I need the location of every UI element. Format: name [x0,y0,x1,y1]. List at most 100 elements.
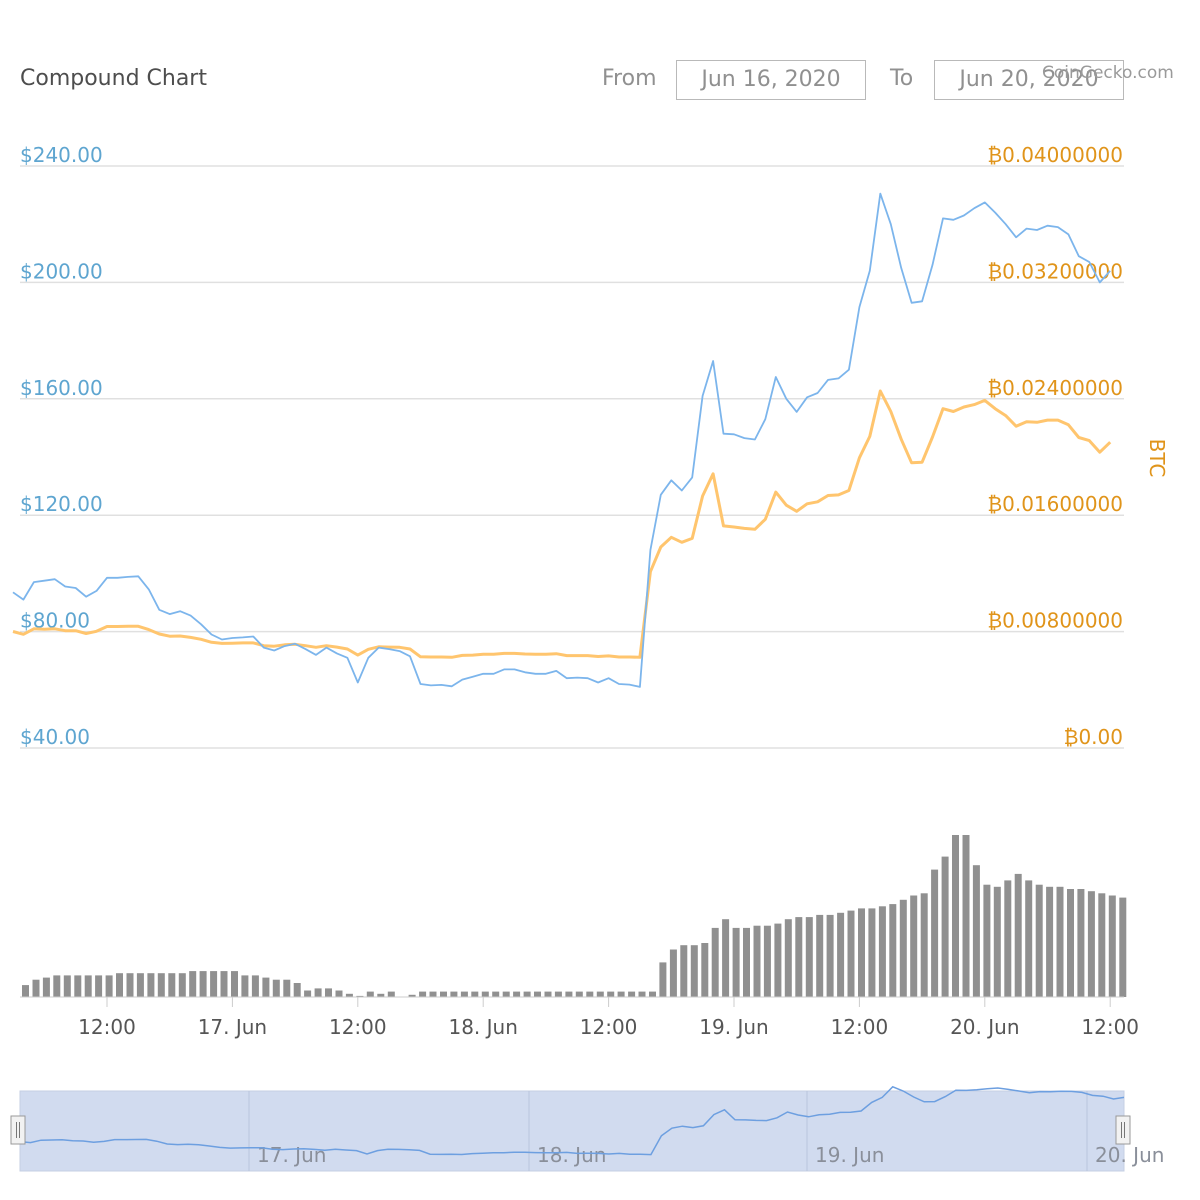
volume-bar [304,990,312,997]
volume-bar [199,971,207,997]
x-axis-ticks: 12:00 17. Jun 12:00 18. Jun 12:00 19. Jun 12:0… [78,997,1139,1039]
volume-bar [617,991,625,997]
volume-bar [471,991,479,997]
volume-bar [387,991,395,997]
volume-bar [450,991,458,997]
volume-bar [920,893,928,997]
volume-bar [816,914,824,997]
btc-tick-label: ₿0.02400000 [987,376,1123,400]
volume-bar [53,975,61,997]
price-series [12,192,1112,688]
navigator-label: 17. Jun [257,1143,326,1167]
volume-bar [868,908,876,997]
volume-bar [523,991,531,997]
volume-bar [1004,880,1012,997]
x-tick-label: 17. Jun [198,1015,267,1039]
volume-bar [377,993,385,997]
volume-bar [314,988,322,997]
volume-bar [638,991,646,997]
volume-bar [325,988,332,997]
volume-bar [293,983,301,997]
volume-bar [910,895,918,997]
volume-bar [272,979,280,997]
volume-bar [136,973,144,997]
volume-bar [241,975,249,997]
volume-bar [983,884,991,997]
volume-bar [586,991,594,997]
volume-bar [126,973,134,997]
volume-bar [481,991,489,997]
volume-bar [534,991,541,997]
volume-bar [105,975,113,997]
navigator-left-handle[interactable] [10,1115,26,1145]
volume-bar [659,962,667,997]
volume-bar [32,979,40,997]
btc-axis-labels: ₿0.00 ₿0.00800000 ₿0.01600000 ₿0.02400000 ₿0… [987,143,1123,749]
usd-tick-label: $240.00 [20,143,103,167]
volume-bar [283,979,291,997]
volume-bar [899,899,907,997]
volume-bar [1119,897,1127,997]
btc-axis-title: BTC [1145,439,1169,478]
volume-bar [805,917,813,997]
navigator-line [19,1085,1125,1156]
to-date-input[interactable]: Jun 20, 2020 [934,60,1124,100]
x-tick-label: 12:00 [1081,1015,1139,1039]
from-date-input[interactable]: Jun 16, 2020 [676,60,866,100]
volume-bar [544,991,552,997]
volume-bar [231,971,238,997]
volume-bar [690,945,698,997]
volume-bar [628,991,636,997]
volume-bar [1077,889,1085,997]
volume-bar [157,973,165,997]
x-tick-label: 12:00 [78,1015,136,1039]
volume-bar [189,971,197,997]
volume-bar [596,991,604,997]
btc-price-line [12,389,1112,659]
volume-bar [168,973,176,997]
volume-bar [335,990,343,997]
volume-bar [1046,886,1054,997]
volume-bar [889,904,897,997]
volume-bar [732,927,740,997]
volume-bar [251,975,259,997]
volume-bar [826,914,834,997]
volume-bar [858,908,865,997]
btc-tick-label: ₿0.00 [1064,725,1123,749]
volume-bar [743,927,750,997]
volume-bar [419,991,427,997]
volume-bar [931,869,939,997]
volume-bar [711,927,719,997]
volume-bar [492,991,500,997]
volume-bar [460,991,468,997]
volume-bar [680,945,688,997]
volume-bar [1025,880,1033,997]
grid-lines [20,165,1124,749]
usd-tick-label: $120.00 [20,492,103,516]
x-tick-label: 12:00 [580,1015,638,1039]
volume-bar [1098,893,1106,997]
volume-bar [1056,886,1064,997]
credit-link[interactable]: CoinGecko.com [1042,63,1174,83]
volume-bar [878,906,886,997]
volume-bar [972,865,980,997]
navigator-label: 18. Jun [537,1143,606,1167]
volume-bar [774,923,782,997]
volume-bar [1108,895,1116,997]
x-tick-label: 18. Jun [448,1015,517,1039]
volume-bar [345,993,353,997]
volume-bar [669,949,677,997]
volume-bar [74,975,82,997]
volume-bar [502,991,510,997]
usd-tick-label: $40.00 [20,725,90,749]
volume-bar [1087,891,1095,997]
volume-bar [941,856,949,997]
chart-title: Compound Chart [20,66,207,91]
volume-bar [178,973,186,997]
usd-price-line [12,192,1111,688]
volume-bar [763,925,771,997]
navigator[interactable]: 17. Jun 18. Jun 19. Jun 20. Jun [10,1085,1164,1172]
x-tick-label: 19. Jun [699,1015,768,1039]
navigator-right-handle[interactable] [1115,1115,1131,1145]
